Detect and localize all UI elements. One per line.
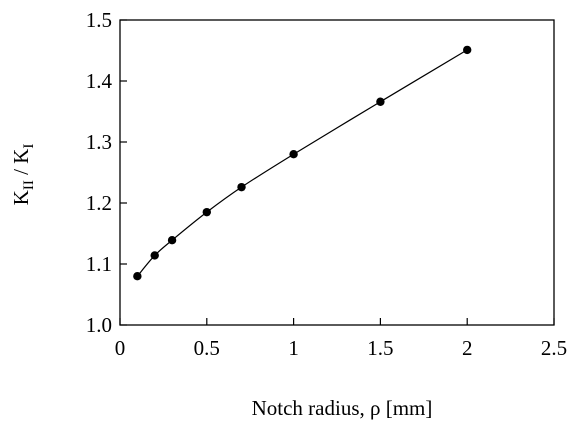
plot-area-frame — [119, 19, 555, 326]
x-axis-title: Notch radius, ρ [mm] — [252, 396, 433, 420]
data-point — [133, 272, 142, 281]
y-title-k-2: K — [9, 149, 33, 164]
data-point — [463, 45, 472, 55]
data-point — [237, 182, 246, 192]
y-axis-title: KII / KI — [9, 144, 37, 206]
y-tick-label: 1.0 — [86, 313, 112, 337]
y-tick-label: 1.3 — [86, 130, 112, 154]
y-title-separator: / — [9, 164, 33, 180]
y-title-k-1: K — [9, 190, 33, 205]
y-tick-label: 1.4 — [86, 69, 113, 93]
data-point — [167, 236, 177, 245]
x-tick-label: 0 — [115, 336, 126, 360]
y-tick-label: 1.2 — [86, 191, 112, 215]
y-tick-label: 1.5 — [86, 8, 112, 32]
y-title-subscript-1: II — [21, 180, 37, 190]
series-line — [136, 49, 468, 277]
x-tick-label: 1 — [288, 336, 299, 360]
y-tick-label: 1.1 — [86, 252, 112, 276]
data-point — [202, 207, 211, 217]
x-tick-label: 1.5 — [367, 336, 393, 360]
data-point — [150, 251, 159, 260]
x-tick-label: 2 — [462, 336, 473, 360]
data-point — [376, 97, 385, 106]
x-tick-label: 0.5 — [194, 336, 220, 360]
data-point — [289, 150, 298, 159]
data-points — [133, 45, 472, 281]
x-axis-ticks: 0 0.5 1 1.5 2 2.5 — [115, 318, 567, 360]
x-tick-label: 2.5 — [541, 336, 567, 360]
y-axis-ticks: 1.0 1.1 1.2 1.3 1.4 1.5 — [86, 8, 127, 337]
y-title-subscript-2: I — [21, 144, 37, 149]
